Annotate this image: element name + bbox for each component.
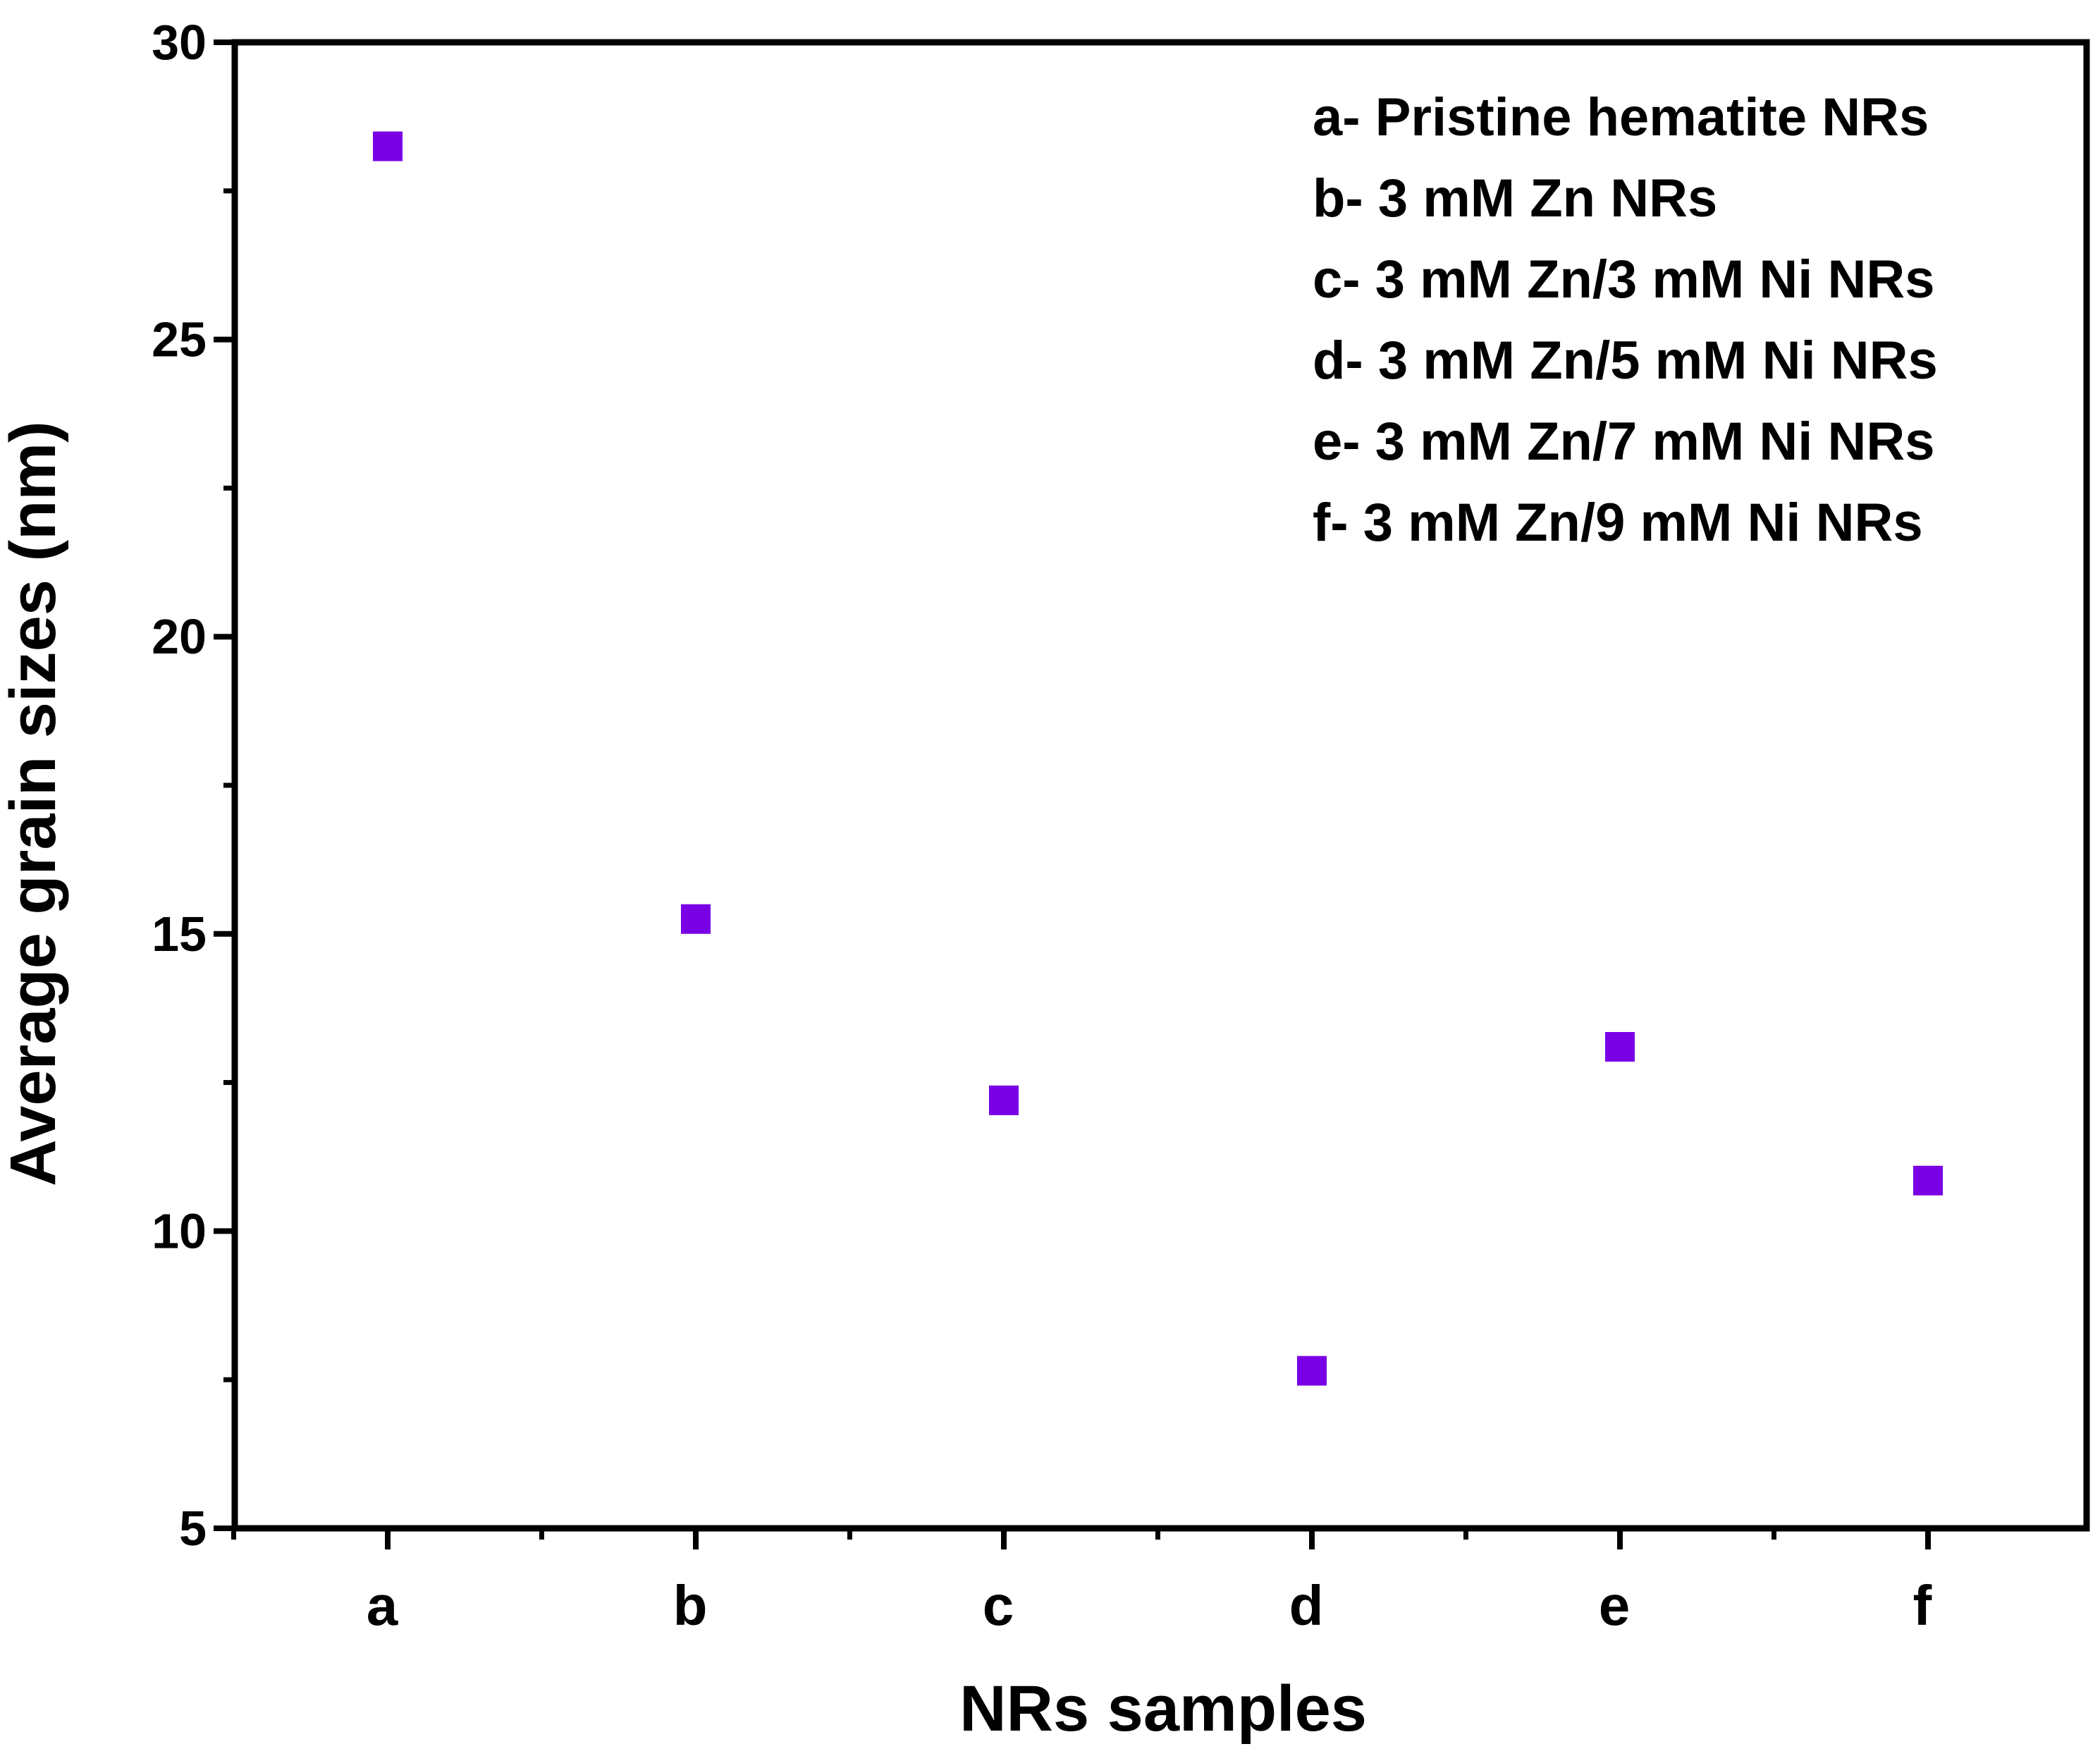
data-point-d — [1297, 1356, 1327, 1386]
y-tick-label: 20 — [152, 609, 207, 664]
x-tick-label: f — [1913, 1574, 1932, 1637]
legend-entry: c- 3 mM Zn/3 mM Ni NRs — [1313, 250, 1935, 309]
data-point-b — [681, 904, 711, 934]
data-point-e — [1605, 1032, 1635, 1062]
x-tick-label: e — [1599, 1574, 1631, 1637]
x-tick-label: c — [983, 1574, 1014, 1637]
y-tick-label: 10 — [152, 1203, 207, 1258]
y-tick-label: 25 — [152, 312, 207, 367]
data-point-a — [373, 131, 403, 161]
y-tick-label: 15 — [152, 907, 207, 962]
y-axis-title: Average grain sizes (nm) — [0, 421, 69, 1186]
data-series — [373, 131, 1943, 1386]
x-axis-title: NRs samples — [959, 1673, 1367, 1745]
legend-entry: b- 3 mM Zn NRs — [1313, 168, 1717, 228]
x-tick-label: a — [367, 1574, 398, 1637]
legend-entry: e- 3 mM Zn/7 mM Ni NRs — [1313, 412, 1935, 472]
data-point-c — [989, 1085, 1019, 1115]
legend-entry: f- 3 mM Zn/9 mM Ni NRs — [1313, 493, 1923, 553]
y-tick-label: 30 — [152, 15, 207, 70]
x-tick-label: d — [1289, 1574, 1324, 1637]
x-tick-label: b — [673, 1574, 708, 1637]
legend-entry: d- 3 mM Zn/5 mM Ni NRs — [1313, 331, 1938, 391]
y-tick-label: 5 — [179, 1501, 207, 1556]
legend-entry: a- Pristine hematite NRs — [1313, 87, 1929, 147]
legend: a- Pristine hematite NRs b- 3 mM Zn NRs c-… — [1313, 87, 1938, 553]
data-point-f — [1913, 1165, 1943, 1196]
x-axis: a b c d e f — [231, 1528, 1932, 1637]
